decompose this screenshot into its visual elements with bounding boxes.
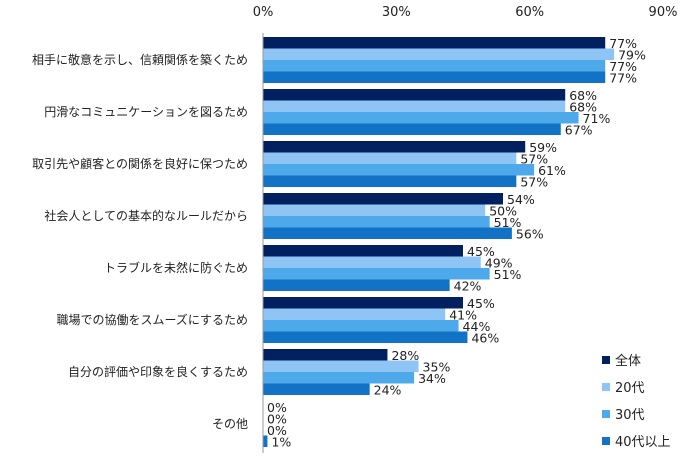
data-label: 56% [516, 227, 544, 242]
data-label: 0% [267, 400, 287, 415]
data-label: 28% [391, 348, 419, 363]
bar-3-4 [263, 279, 450, 291]
bar-0-3 [263, 193, 503, 205]
legend-swatch [602, 383, 610, 391]
bar-1-1 [263, 100, 566, 112]
data-label: 49% [485, 256, 513, 271]
bar-1-2 [263, 152, 517, 164]
bar-2-1 [263, 112, 579, 124]
bar-1-5 [263, 308, 446, 320]
data-label: 44% [463, 319, 491, 334]
data-label: 77% [609, 59, 637, 74]
data-label: 68% [569, 100, 597, 115]
data-label: 79% [618, 48, 646, 63]
data-label: 0% [267, 423, 287, 438]
bar-3-0 [263, 71, 606, 83]
bar-3-3 [263, 227, 512, 239]
bar-2-2 [263, 164, 535, 176]
bar-3-1 [263, 123, 561, 135]
bar-0-0 [263, 37, 606, 49]
data-label: 50% [489, 204, 517, 219]
data-label: 59% [529, 140, 557, 155]
legend-swatch [602, 356, 610, 364]
bar-3-2 [263, 175, 517, 187]
category-label: トラブルを未然に防ぐため [104, 260, 248, 275]
bar-2-4 [263, 268, 490, 280]
x-tick-label: 90% [649, 5, 678, 20]
bar-1-6 [263, 360, 419, 372]
data-label: 51% [494, 215, 522, 230]
category-label: 職場での協働をスムーズにするため [56, 312, 248, 327]
data-label: 45% [467, 296, 495, 311]
bar-2-3 [263, 216, 490, 228]
category-label: 取引先や顧客との関係を良好に保つため [32, 156, 248, 171]
bar-2-0 [263, 60, 606, 72]
category-label: 自分の評価や印象を良くするため [68, 364, 248, 379]
legend-swatch [602, 410, 610, 418]
bar-0-1 [263, 89, 566, 101]
data-label: 42% [454, 279, 482, 294]
data-label: 0% [267, 412, 287, 427]
legend-swatch [602, 437, 610, 445]
legend-label: 全体 [615, 353, 641, 369]
data-label: 35% [423, 360, 451, 375]
data-label: 57% [520, 152, 548, 167]
bar-2-6 [263, 372, 415, 384]
data-label: 46% [471, 331, 499, 346]
bar-1-4 [263, 256, 481, 268]
data-label: 61% [538, 163, 566, 178]
category-label: 社会人としての基本的なルールだから [44, 208, 248, 223]
data-label: 77% [609, 71, 637, 86]
data-label: 24% [374, 383, 402, 398]
bar-0-4 [263, 245, 463, 257]
data-label: 68% [569, 88, 597, 103]
data-label: 77% [609, 36, 637, 51]
bar-3-6 [263, 383, 370, 395]
legend-label: 20代 [615, 381, 645, 396]
x-tick-label: 0% [253, 5, 274, 20]
legend-label: 40代以上 [615, 435, 671, 450]
legend-label: 30代 [615, 408, 645, 423]
data-label: 57% [520, 175, 548, 190]
bar-0-5 [263, 297, 463, 309]
data-label: 54% [507, 192, 535, 207]
data-label: 51% [494, 267, 522, 282]
bar-3-7 [263, 435, 268, 447]
category-label: 円滑なコミュニケーションを図るため [44, 105, 248, 119]
x-tick-label: 30% [382, 5, 411, 20]
bar-0-6 [263, 349, 388, 361]
bar-1-0 [263, 48, 615, 60]
bar-2-5 [263, 320, 459, 332]
x-tick-label: 60% [515, 5, 544, 20]
data-label: 71% [583, 111, 611, 126]
data-label: 34% [418, 371, 446, 386]
bar-1-3 [263, 204, 486, 216]
data-label: 1% [271, 435, 291, 450]
category-label: 相手に敬意を示し、信頼関係を築くため [32, 52, 248, 67]
data-label: 67% [565, 123, 593, 138]
category-label: その他 [212, 417, 248, 431]
bar-3-5 [263, 331, 468, 343]
bar-0-2 [263, 141, 526, 153]
data-label: 41% [449, 308, 477, 323]
data-label: 45% [467, 244, 495, 259]
